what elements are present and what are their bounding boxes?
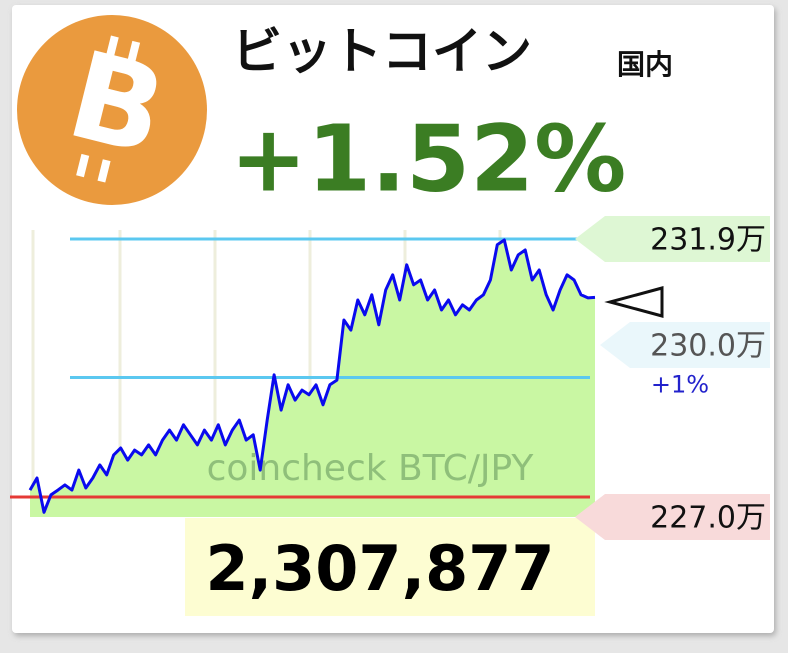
tick-box [575, 215, 770, 262]
area [30, 240, 595, 517]
current-marker [604, 286, 664, 318]
price-box [185, 518, 595, 616]
change: +1.52% [230, 105, 626, 212]
y-tick-label: 230.0万 [650, 329, 766, 364]
subtitle: 国内 [617, 48, 673, 81]
price: 2,307,877 [205, 532, 554, 605]
bitcoin-logo: B [17, 15, 207, 205]
tick-box [600, 322, 770, 368]
title: ビットコイン [232, 23, 532, 81]
reference-label: +1% [651, 370, 709, 398]
y-tick-label: 231.9万 [650, 222, 766, 257]
price-line [28, 238, 596, 514]
tick-box [575, 493, 770, 540]
y-tick-label: 227.0万 [650, 500, 766, 535]
